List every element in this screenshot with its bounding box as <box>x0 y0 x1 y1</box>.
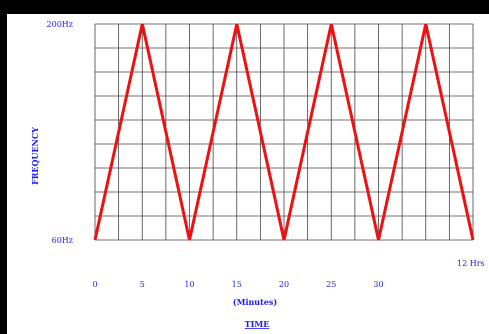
x-tick-label: 25 <box>326 280 336 289</box>
y-tick-labels: 60Hz 200Hz <box>47 20 73 245</box>
x-tick-label: 10 <box>184 280 194 289</box>
y-tick-label: 60Hz <box>52 236 73 245</box>
x-tick-labels: 0 5 10 15 20 25 30 12 Hrs <box>92 259 484 289</box>
chart-frame: 0 5 10 15 20 25 30 12 Hrs 60Hz 200Hz FREQUENCY (… <box>7 14 489 334</box>
x-tick-label: 12 Hrs <box>457 259 485 268</box>
grid <box>94 23 474 241</box>
x-tick-label: 30 <box>373 280 383 289</box>
x-tick-label: 15 <box>232 280 242 289</box>
y-tick-label: 200Hz <box>47 20 73 29</box>
series-layer <box>93 23 475 241</box>
x-tick-label: 20 <box>279 280 289 289</box>
frequency-chart: 0 5 10 15 20 25 30 12 Hrs 60Hz 200Hz FREQUENCY (… <box>30 20 485 329</box>
x-tick-label: 0 <box>92 280 97 289</box>
frequency-series-line <box>93 23 475 241</box>
x-axis-subtitle: (Minutes) <box>233 297 278 307</box>
x-tick-label: 5 <box>140 280 145 289</box>
x-axis-title: TIME <box>245 319 270 329</box>
y-axis-title: FREQUENCY <box>30 127 40 185</box>
